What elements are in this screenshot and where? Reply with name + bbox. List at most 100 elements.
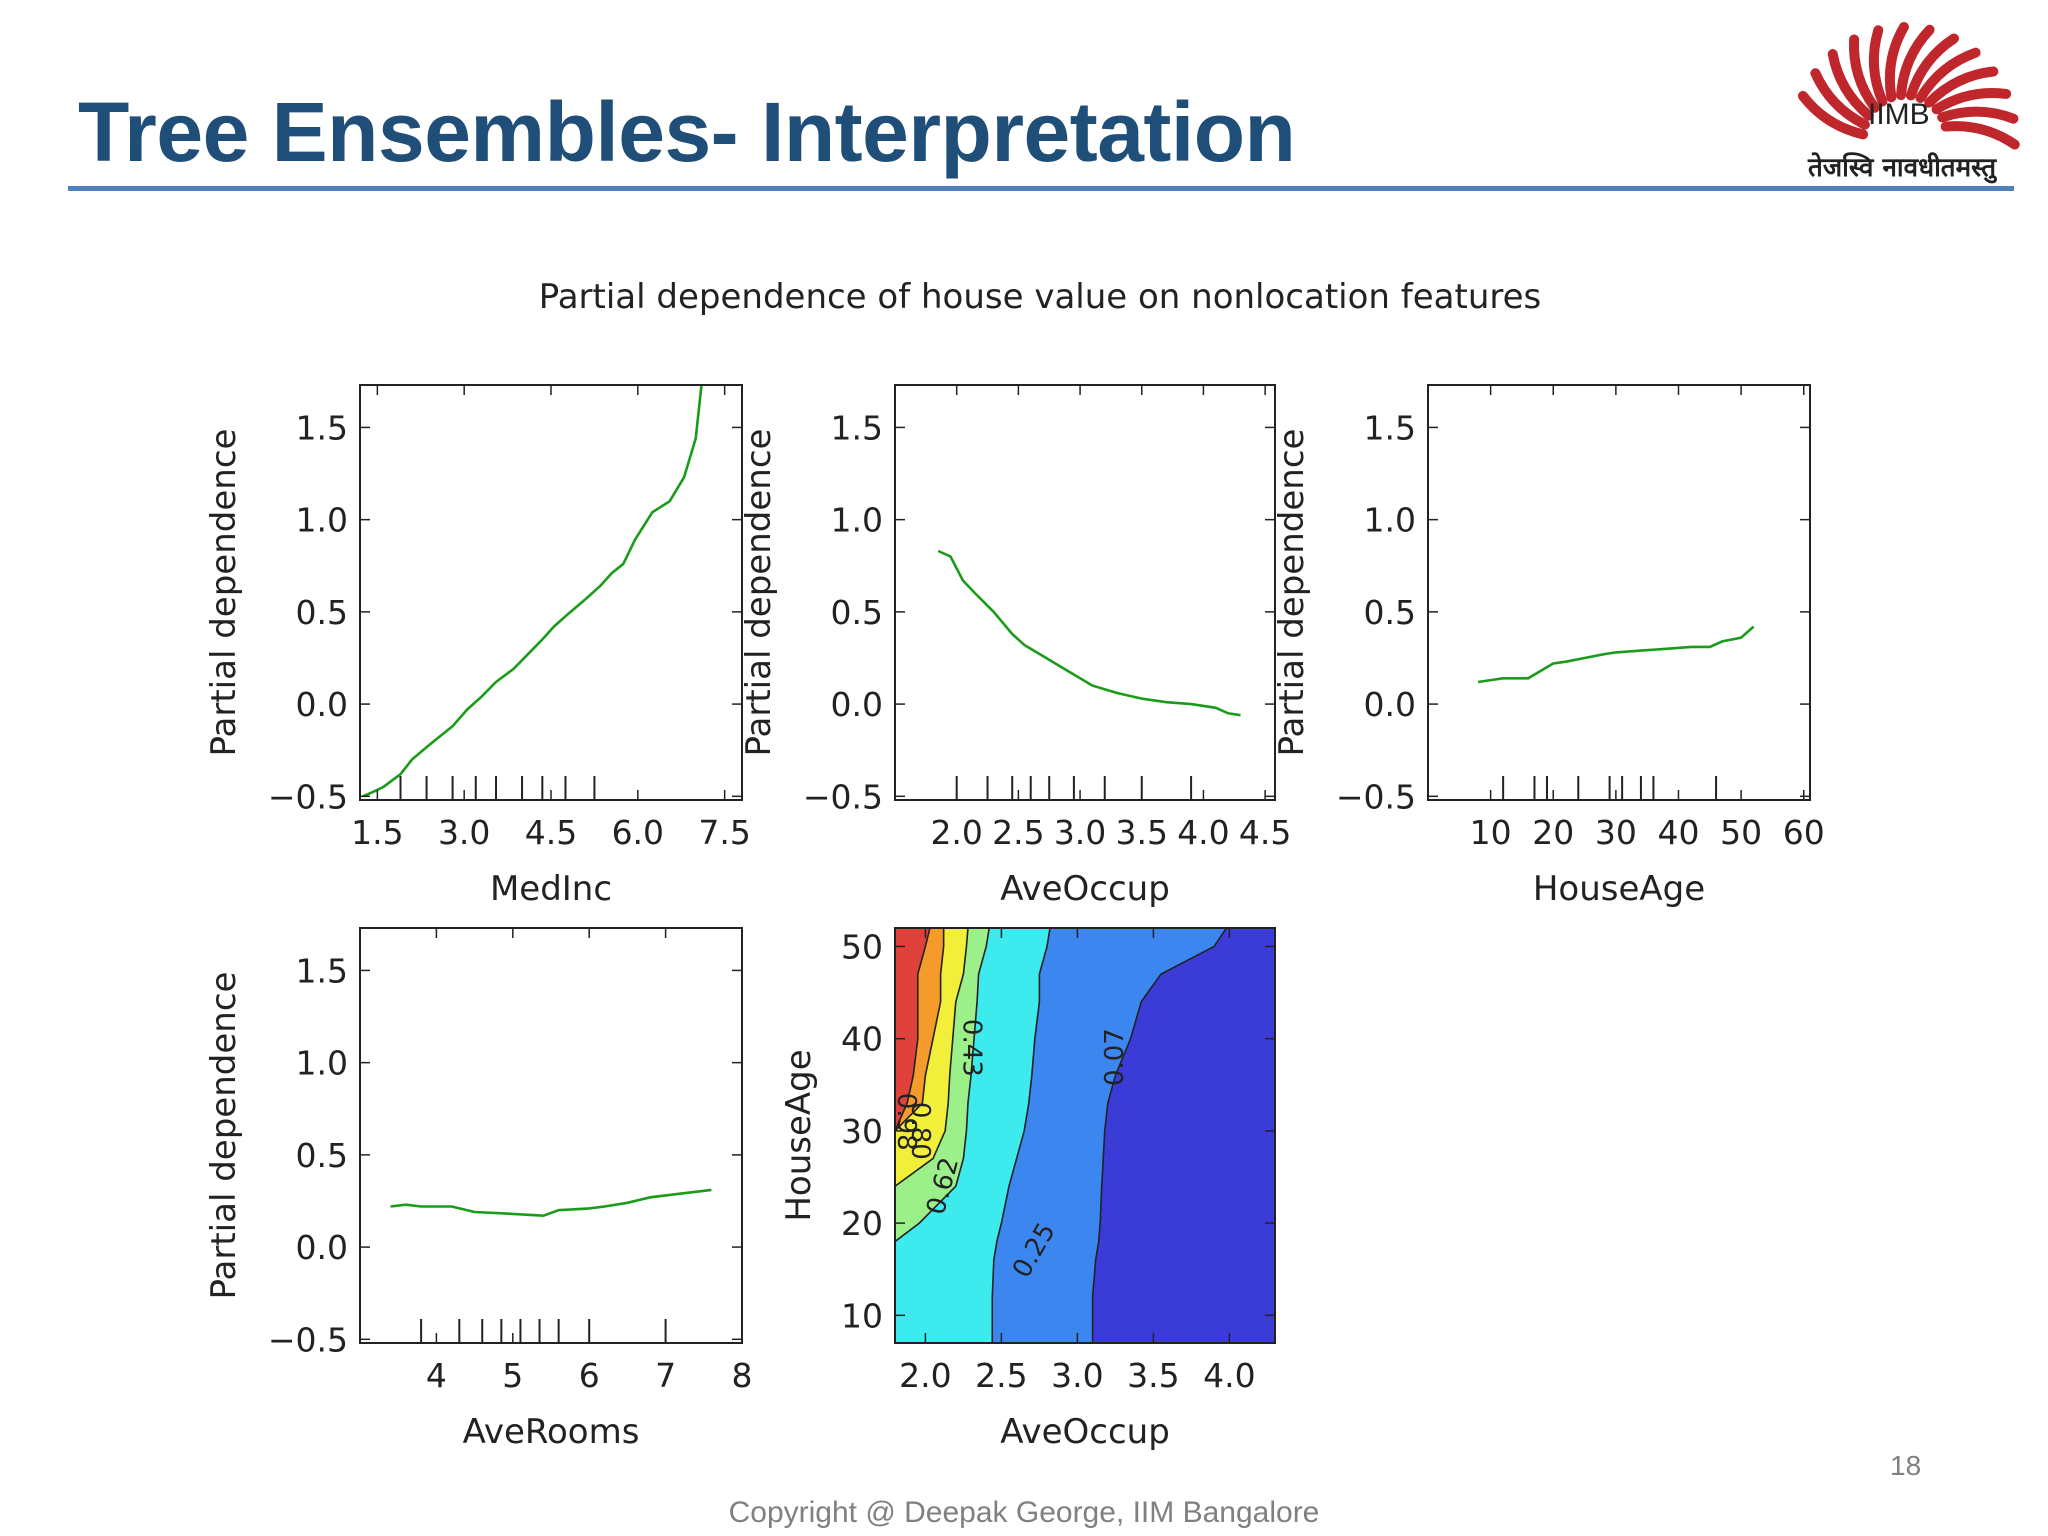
logo-text: IIMB: [1868, 98, 1930, 131]
logo-motto: तेजस्वि नावधीतमस्तु: [1808, 153, 1997, 183]
x-tick-label: 4.0: [1203, 1356, 1255, 1395]
y-tick-label: 0.5: [296, 593, 348, 632]
y-tick-label: 0.0: [296, 685, 348, 724]
x-tick-label: 50: [1720, 813, 1762, 852]
iimb-logo: [1797, 22, 2020, 150]
y-axis-label: Partial dependence: [1272, 429, 1312, 757]
x-tick-label: 7.5: [698, 813, 750, 852]
x-axis-label: MedInc: [490, 869, 612, 909]
x-axis-label: AveOccup: [1000, 1412, 1170, 1452]
contour-label: 0.07: [1100, 1028, 1130, 1086]
logo-ray: [1940, 121, 2020, 150]
y-tick-label: 1.5: [296, 951, 348, 990]
y-axis-label: Partial dependence: [739, 429, 779, 757]
y-tick-label: 20: [841, 1204, 883, 1243]
logo-rays: [1797, 22, 2020, 150]
y-tick-label: 1.5: [1364, 408, 1416, 447]
x-axis-label: AveRooms: [463, 1412, 640, 1452]
logo-ray: [1915, 47, 1981, 103]
partial-dependence-line: [390, 1188, 712, 1218]
y-tick-label: 0.5: [1364, 593, 1416, 632]
partial-dependence-line: [1477, 625, 1755, 684]
logo-ray: [1810, 68, 1870, 130]
axes-frame: [359, 927, 743, 1344]
x-tick-label: 2.0: [930, 813, 982, 852]
x-tick-label: 4: [426, 1356, 447, 1395]
axes-frame: [359, 384, 743, 801]
logo-ray: [1868, 25, 1888, 107]
x-tick-label: 3.0: [438, 813, 490, 852]
title-divider: [68, 186, 2014, 191]
x-tick-label: 4.5: [1239, 813, 1291, 852]
y-tick-label: 1.5: [831, 408, 883, 447]
y-tick-label: 40: [841, 1020, 883, 1059]
x-tick-label: 20: [1532, 813, 1574, 852]
partial-dependence-line: [937, 549, 1241, 717]
x-tick-label: 3.5: [1116, 813, 1168, 852]
logo-ray: [1931, 87, 2012, 115]
x-tick-label: 5: [502, 1356, 523, 1395]
panel-2-aveoccup-line: 2.0 2.5 3.0 3.5 4.0 4.5 −0.5 0.0 0.5 1.0 1.5 AveOcc…: [739, 384, 1291, 909]
logo-ray: [1827, 49, 1874, 121]
logo-ray: [1905, 33, 1959, 101]
x-tick-label: 2.5: [975, 1356, 1027, 1395]
y-tick-label: 1.0: [1364, 501, 1416, 540]
logo-ray: [1884, 22, 1909, 103]
panel-5-aveoccup-heatmap: 0.070.250.430.620.800.98 2.0 2.5 3.0 3.5 4.0 1…: [779, 927, 1276, 1452]
x-tick-label: 60: [1783, 813, 1825, 852]
y-axis-label: HouseAge: [779, 1049, 819, 1221]
logo-ray: [1896, 24, 1935, 101]
partial-dependence-line: [362, 384, 703, 798]
logo-ray: [1937, 106, 2019, 124]
x-tick-label: 10: [1470, 813, 1512, 852]
chart-suptitle: Partial dependence of house value on non…: [539, 277, 1542, 317]
copyright-footer: Copyright @ Deepak George, IIM Bangalore: [728, 1496, 1320, 1529]
logo-ray: [1797, 90, 1869, 140]
x-tick-label: 3.0: [1051, 1356, 1103, 1395]
axes-frame: [894, 927, 1276, 1344]
panel-4-averooms-line: 4 5 6 7 8 −0.5 0.0 0.5 1.0 1.5 AveRooms Partial dep…: [204, 927, 753, 1452]
contour-label: 0.43: [957, 1019, 987, 1077]
y-tick-label: 50: [841, 927, 883, 966]
x-axis-label: AveOccup: [1000, 869, 1170, 909]
chart-panels: 1.5 3.0 4.5 6.0 7.5 −0.5 0.0 0.5 1.0 1.5 MedInc Par…: [204, 384, 1825, 1452]
axes-frame: [1427, 384, 1811, 801]
x-tick-label: 1.5: [351, 813, 403, 852]
x-tick-label: 30: [1595, 813, 1637, 852]
x-axis-label: HouseAge: [1533, 869, 1705, 909]
contour-label: 0.98: [891, 1093, 921, 1151]
y-tick-label: 10: [841, 1296, 883, 1335]
heatmap-band-6: [895, 928, 931, 1343]
axes-frame: [894, 384, 1276, 801]
y-tick-label: 1.0: [296, 501, 348, 540]
contour-label: 0.80: [905, 1102, 935, 1160]
x-tick-label: 2.5: [992, 813, 1044, 852]
y-tick-label: 0.5: [831, 593, 883, 632]
y-tick-label: −0.5: [1336, 777, 1416, 816]
x-tick-label: 3.0: [1054, 813, 1106, 852]
y-tick-label: 1.5: [296, 408, 348, 447]
y-tick-label: 0.5: [296, 1136, 348, 1175]
logo-ray: [1848, 34, 1880, 113]
y-tick-label: −0.5: [268, 1320, 348, 1359]
y-tick-label: 0.0: [1364, 685, 1416, 724]
x-tick-label: 4.5: [525, 813, 577, 852]
logo-ray: [1924, 66, 1999, 108]
y-tick-label: 1.0: [296, 1044, 348, 1083]
x-tick-label: 3.5: [1127, 1356, 1179, 1395]
x-tick-label: 6: [579, 1356, 600, 1395]
y-tick-label: 0.0: [296, 1228, 348, 1267]
panel-1-medinc-line: 1.5 3.0 4.5 6.0 7.5 −0.5 0.0 0.5 1.0 1.5 MedInc Par…: [204, 384, 751, 909]
slide-title: Tree Ensembles- Interpretation: [78, 85, 1296, 179]
y-axis-label: Partial dependence: [204, 429, 244, 757]
y-tick-label: 1.0: [831, 501, 883, 540]
y-tick-label: −0.5: [803, 777, 883, 816]
x-tick-label: 40: [1657, 813, 1699, 852]
panel-3-houseage-line: 10 20 30 40 50 60 −0.5 0.0 0.5 1.0 1.5 HouseAge Part…: [1272, 384, 1825, 909]
x-tick-label: 7: [655, 1356, 676, 1395]
x-tick-label: 4.0: [1177, 813, 1229, 852]
x-tick-label: 8: [732, 1356, 753, 1395]
y-tick-label: 0.0: [831, 685, 883, 724]
page-number: 18: [1890, 1450, 1922, 1481]
